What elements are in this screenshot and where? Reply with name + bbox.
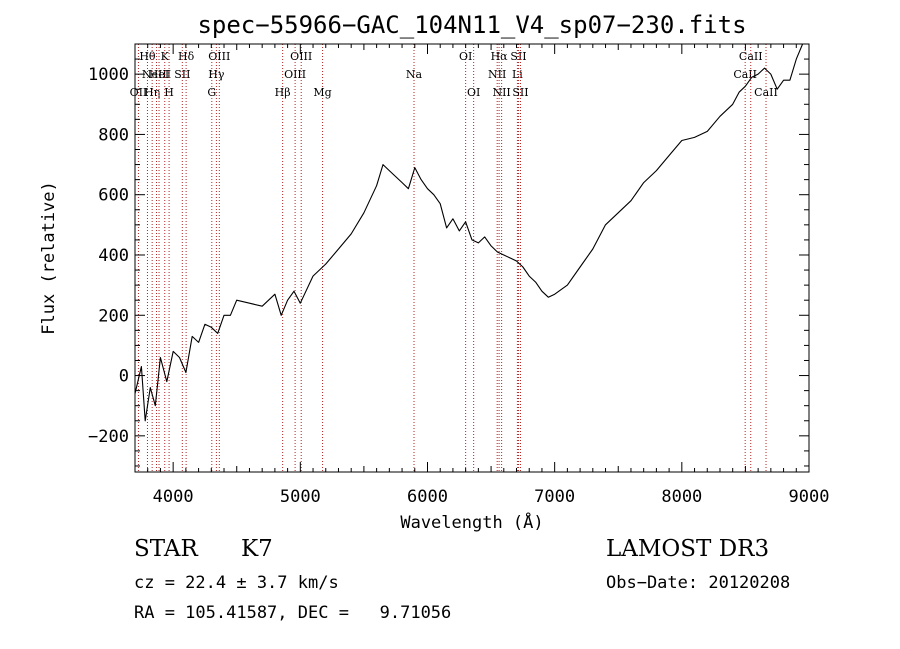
x-tick-label: 4000 bbox=[153, 487, 194, 507]
object-subclass: K7 bbox=[241, 536, 273, 562]
marker-label: OII bbox=[130, 86, 148, 99]
marker-label: NeIII bbox=[142, 68, 171, 81]
marker-label: SII bbox=[174, 68, 190, 81]
y-tick-label: 400 bbox=[98, 246, 129, 266]
marker-label: OI bbox=[467, 86, 480, 99]
marker-label: Hδ bbox=[178, 50, 195, 63]
marker-label: Hγ bbox=[208, 68, 225, 81]
redshift-value: cz = 22.4 ± 3.7 km/s bbox=[134, 573, 339, 593]
marker-label: Hα bbox=[491, 50, 509, 63]
marker-label: CaII bbox=[733, 68, 757, 81]
x-tick-label: 5000 bbox=[280, 487, 321, 507]
chart-title: spec−55966−GAC_104N11_V4_sp07−230.fits bbox=[197, 11, 746, 39]
marker-label: SII bbox=[512, 86, 528, 99]
marker-label: Hβ bbox=[275, 86, 291, 99]
marker-label: K bbox=[161, 50, 170, 63]
y-tick-label: 600 bbox=[98, 186, 129, 206]
x-tick-label: 6000 bbox=[407, 487, 448, 507]
x-axis: 4000 5000 6000 7000 8000 9000 bbox=[134, 44, 830, 507]
marker-label: Hθ bbox=[139, 50, 156, 63]
marker-label: CaII bbox=[754, 86, 778, 99]
emission-line-markers: OIIHθHηNeIIIHeIKHSIIHδGHγOIIIHβOIIIOIIIM… bbox=[130, 44, 778, 472]
y-tick-label: 200 bbox=[98, 306, 129, 326]
sky-coordinates: RA = 105.41587, DEC = 9.71056 bbox=[134, 603, 452, 623]
marker-label: OIII bbox=[208, 50, 230, 63]
marker-label: OI bbox=[459, 50, 472, 63]
y-axis: −200 0 200 400 600 800 1000 bbox=[88, 43, 809, 467]
y-tick-label: 800 bbox=[98, 125, 129, 145]
marker-label: Li bbox=[512, 68, 523, 81]
x-tick-label: 9000 bbox=[789, 487, 830, 507]
marker-label: Mg bbox=[313, 86, 331, 99]
marker-label: CaII bbox=[739, 50, 763, 63]
plot-frame bbox=[134, 43, 810, 473]
y-tick-label: −200 bbox=[88, 427, 129, 447]
marker-label: G bbox=[207, 86, 216, 99]
marker-label: NII bbox=[488, 68, 506, 81]
y-tick-label: 1000 bbox=[88, 65, 129, 85]
spectrum-series bbox=[134, 43, 809, 422]
x-tick-label: 8000 bbox=[661, 487, 702, 507]
survey-name: LAMOST DR3 bbox=[606, 536, 770, 562]
marker-label: Na bbox=[406, 68, 423, 81]
marker-label: SII bbox=[510, 50, 526, 63]
marker-label: OIII bbox=[290, 50, 312, 63]
object-class: STAR bbox=[134, 536, 198, 562]
series-line-0 bbox=[134, 43, 809, 422]
marker-label: NII bbox=[492, 86, 510, 99]
y-axis-label: Flux (relative) bbox=[39, 181, 59, 335]
observation-date: Obs−Date: 20120208 bbox=[606, 573, 791, 593]
marker-label: H bbox=[164, 86, 174, 99]
marker-label: HeI bbox=[149, 68, 169, 81]
marker-label: Hη bbox=[144, 86, 160, 99]
y-tick-label: 0 bbox=[119, 367, 129, 387]
marker-label: OIII bbox=[284, 68, 306, 81]
x-axis-label: Wavelength (Å) bbox=[400, 511, 543, 533]
x-tick-label: 7000 bbox=[534, 487, 575, 507]
